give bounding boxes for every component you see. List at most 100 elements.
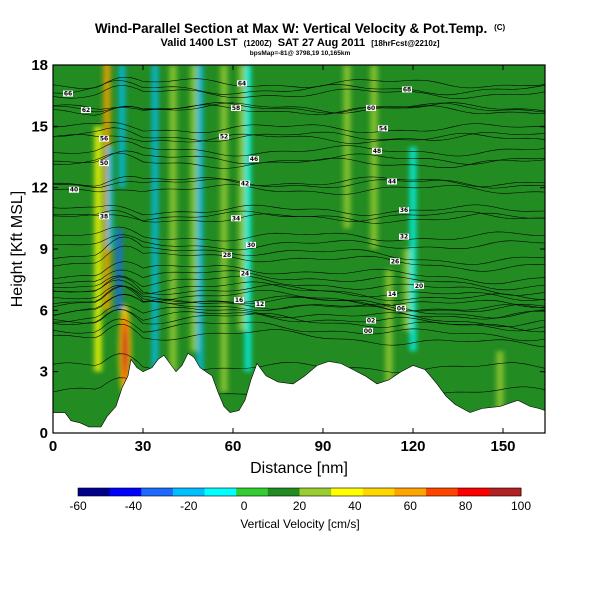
colorbar-segment-5: [236, 488, 269, 496]
colorbar-label: Vertical Velocity [cm/s]: [240, 517, 359, 531]
isentrope-356: [53, 133, 545, 144]
isentrope-label-364: 64: [238, 80, 246, 87]
isentrope-342: [53, 178, 545, 189]
isentrope-308: [53, 293, 545, 320]
isentrope-label-box-300: [363, 327, 373, 334]
isentrope-label-box-330: [246, 241, 256, 248]
isentrope-label-354: 54: [379, 125, 387, 132]
isentrope-label-336: 36: [400, 207, 408, 214]
colorbar-tick--20: -20: [180, 499, 198, 513]
title-mark: (C): [494, 23, 505, 32]
colorbar-segment-12: [457, 488, 490, 496]
isentrope-label-324: 24: [241, 271, 249, 278]
downdraft-band-3: [152, 65, 158, 393]
y-tick-label-12: 12: [31, 180, 48, 197]
updraft-band-1: [94, 126, 102, 372]
isentrope-label-316: 16: [235, 297, 243, 304]
y-tick-label-0: 0: [40, 425, 48, 442]
isentrope-label-box-346: [249, 156, 259, 162]
updraft-band-9: [403, 249, 411, 331]
isentrope-label-356: 56: [100, 136, 108, 143]
downdraft-band-5: [245, 65, 251, 372]
isentrope-label-box-368: [402, 86, 412, 93]
isentrope-300: [53, 318, 545, 342]
isentrope-label-box-306: [396, 305, 406, 312]
isentrope-label-box-356: [99, 135, 109, 142]
isentrope-labels: 00 02 06 12 14 16 20 24 26 28 30 32 34 36 38 40 42 44 46 48…: [63, 80, 424, 335]
isentrope-label-320: 20: [415, 283, 423, 290]
y-tick-label-15: 15: [31, 118, 48, 135]
colorbar-segment-10: [394, 488, 427, 496]
isentrope-label-326: 26: [391, 258, 399, 265]
colorbar-tick-40: 40: [348, 499, 362, 513]
isentrope-label-box-348: [372, 147, 382, 154]
y-tick-label-3: 3: [40, 364, 48, 381]
isentrope-label-box-342: [240, 180, 250, 187]
isentrope-354: [53, 122, 545, 133]
terrain: [53, 352, 545, 433]
isentrope-label-box-326: [390, 258, 400, 265]
isentrope-316: [53, 284, 545, 308]
isentrope-label-box-354: [378, 125, 388, 132]
isentrope-label-340: 40: [70, 187, 78, 194]
isentrope-label-312: 12: [256, 301, 264, 308]
downdraft-band-2: [119, 65, 125, 188]
colorbar-tick-60: 60: [404, 499, 418, 513]
isentrope-label-box-316: [234, 297, 244, 304]
isentrope-label-box-338: [99, 213, 109, 220]
colorbar-tick-80: 80: [459, 499, 473, 513]
isentrope-label-box-340: [69, 186, 79, 193]
isentrope-338: [53, 210, 545, 222]
isentrope-label-348: 48: [373, 148, 381, 155]
isentrope-332: [53, 226, 545, 242]
isentrope-368: [53, 80, 545, 96]
isentrope-314: [53, 276, 545, 301]
core-updraft-3: [123, 327, 127, 374]
isentrope-362: [53, 104, 545, 116]
isentrope-label-366: 66: [64, 91, 72, 98]
isentrope-label-box-360: [366, 104, 376, 111]
isentrope-306: [53, 294, 545, 319]
isentrope-324: [53, 261, 545, 285]
updraft-band-8: [385, 269, 393, 393]
updraft-band-10: [496, 351, 504, 413]
isentrope-label-box-350: [99, 160, 109, 167]
plot-area: 00 02 06 12 14 16 20 24 26 28 30 32 34 36 38 40 42 44 46 48…: [53, 65, 545, 433]
updraft-band-5: [238, 65, 246, 331]
isentrope-296: [53, 323, 545, 348]
isentrope-330: [53, 234, 545, 251]
isentrope-346: [53, 150, 545, 165]
x-tick-label-120: 120: [400, 438, 425, 455]
colorbar-segment-7: [299, 488, 332, 496]
isentrope-348: [53, 140, 545, 157]
isentrope-label-box-344: [387, 178, 397, 185]
isentrope-label-box-324: [240, 270, 250, 277]
colorbar-tick-0: 0: [241, 499, 248, 513]
isentrope-label-box-364: [237, 80, 247, 87]
isentrope-352: [53, 127, 545, 142]
isentrope-336: [53, 204, 545, 216]
isentrope-label-300: 00: [364, 328, 372, 335]
isentrope-label-332: 32: [400, 234, 408, 241]
isentrope-322: [53, 269, 545, 291]
isentrope-label-box-332: [399, 233, 409, 240]
colorbar-segment-1: [109, 488, 142, 496]
updraft-band-3: [190, 65, 198, 352]
isentrope-label-box-320: [414, 282, 424, 289]
x-tick-label-60: 60: [225, 438, 242, 455]
isentrope-label-box-362: [81, 107, 91, 113]
isentrope-label-360: 60: [367, 105, 375, 112]
colorbar-segment-3: [172, 488, 206, 496]
isentrope-350: [53, 152, 545, 169]
isentrope-label-box-302: [366, 317, 376, 324]
isentrope-340: [53, 184, 545, 195]
updraft-band-6: [343, 65, 351, 229]
updraft-band-7: [370, 65, 378, 249]
downdraft-band-1: [107, 146, 113, 249]
updraft-band-4: [220, 65, 228, 393]
isentrope-344: [53, 176, 545, 187]
x-axis-ticks: 0 30 60 90 120 150: [49, 65, 516, 455]
isentrope-label-box-358: [231, 104, 241, 111]
x-tick-label-150: 150: [490, 438, 515, 455]
